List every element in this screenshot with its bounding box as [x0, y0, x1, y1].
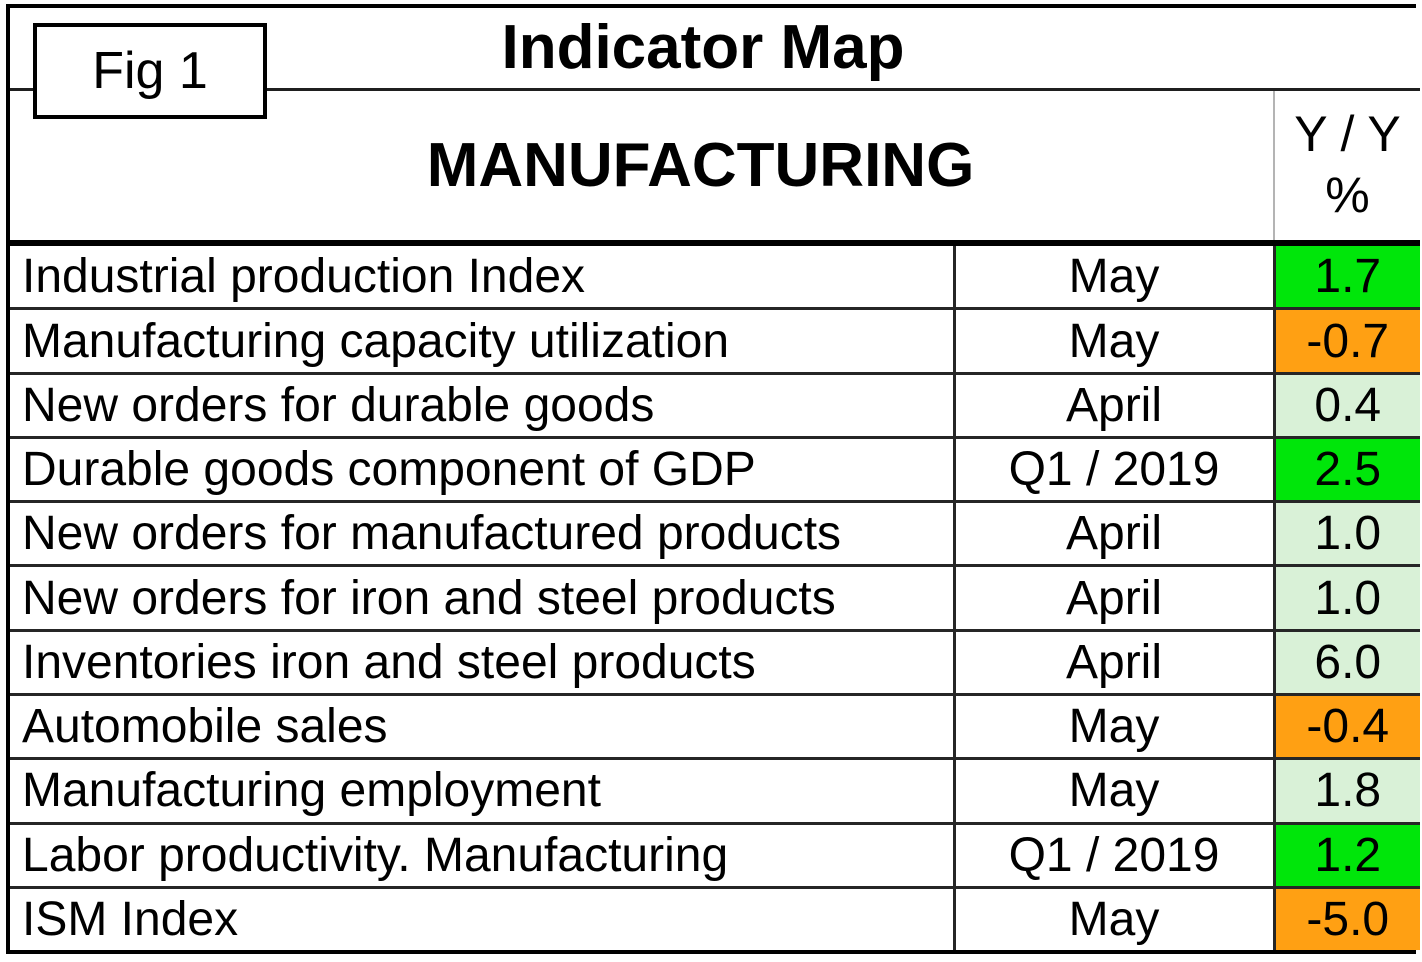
value-cell: 1.8	[1272, 757, 1420, 823]
period-cell: May	[952, 307, 1274, 374]
indicator-table: Indicator Map MANUFACTURING Y / Y % Indu…	[6, 4, 1420, 954]
indicator-label: Durable goods component of GDP	[10, 435, 954, 502]
value-cell: 2.5	[1272, 435, 1420, 502]
indicator-label: ISM Index	[10, 885, 954, 950]
indicator-label: Manufacturing employment	[10, 757, 954, 823]
period-cell: April	[952, 500, 1274, 566]
value-column-header-line2: %	[1325, 167, 1370, 224]
value-cell: 6.0	[1272, 628, 1420, 695]
table-header: Indicator Map MANUFACTURING Y / Y %	[10, 8, 1420, 246]
table-row: Automobile sales May -0.4	[10, 692, 1420, 759]
table-row: ISM Index May -5.0	[10, 885, 1420, 950]
indicator-map-table: Indicator Map MANUFACTURING Y / Y % Indu…	[10, 8, 1420, 950]
section-header-row: MANUFACTURING Y / Y %	[10, 87, 1420, 246]
period-cell: April	[952, 628, 1274, 695]
figure-label-box: Fig 1	[33, 23, 267, 119]
period-cell: May	[952, 885, 1274, 950]
indicator-label: Industrial production Index	[10, 242, 954, 309]
value-cell: 1.2	[1272, 821, 1420, 888]
value-cell: -0.7	[1272, 307, 1420, 374]
table-row: New orders for manufactured products Apr…	[10, 500, 1420, 566]
indicator-label: Inventories iron and steel products	[10, 628, 954, 695]
indicator-label: Automobile sales	[10, 692, 954, 759]
period-cell: Q1 / 2019	[952, 821, 1274, 888]
period-cell: April	[952, 564, 1274, 631]
indicator-label: New orders for durable goods	[10, 371, 954, 438]
value-cell: -5.0	[1272, 885, 1420, 950]
value-cell: 1.0	[1272, 564, 1420, 631]
table-body: Industrial production Index May 1.7 Manu…	[10, 242, 1420, 950]
table-row: New orders for iron and steel products A…	[10, 564, 1420, 631]
period-cell: May	[952, 757, 1274, 823]
table-row: Inventories iron and steel products Apri…	[10, 628, 1420, 695]
indicator-label: Labor productivity. Manufacturing	[10, 821, 954, 888]
period-cell: April	[952, 371, 1274, 438]
table-row: New orders for durable goods April 0.4	[10, 371, 1420, 438]
figure-label: Fig 1	[92, 42, 208, 100]
period-cell: May	[952, 692, 1274, 759]
table-row: Durable goods component of GDP Q1 / 2019…	[10, 435, 1420, 502]
value-column-header-line1: Y / Y	[1294, 106, 1401, 163]
indicator-label: Manufacturing capacity utilization	[10, 307, 954, 374]
table-row: Labor productivity. Manufacturing Q1 / 2…	[10, 821, 1420, 888]
table-row: Manufacturing capacity utilization May -…	[10, 307, 1420, 374]
table-row: Industrial production Index May 1.7	[10, 242, 1420, 309]
indicator-label: New orders for iron and steel products	[10, 564, 954, 631]
value-cell: 1.7	[1272, 242, 1420, 309]
table-row: Manufacturing employment May 1.8	[10, 757, 1420, 823]
indicator-label: New orders for manufactured products	[10, 500, 954, 566]
value-cell: -0.4	[1272, 692, 1420, 759]
value-cell: 1.0	[1272, 500, 1420, 566]
value-column-header: Y / Y %	[1273, 87, 1420, 246]
period-cell: May	[952, 242, 1274, 309]
value-cell: 0.4	[1272, 371, 1420, 438]
period-cell: Q1 / 2019	[952, 435, 1274, 502]
